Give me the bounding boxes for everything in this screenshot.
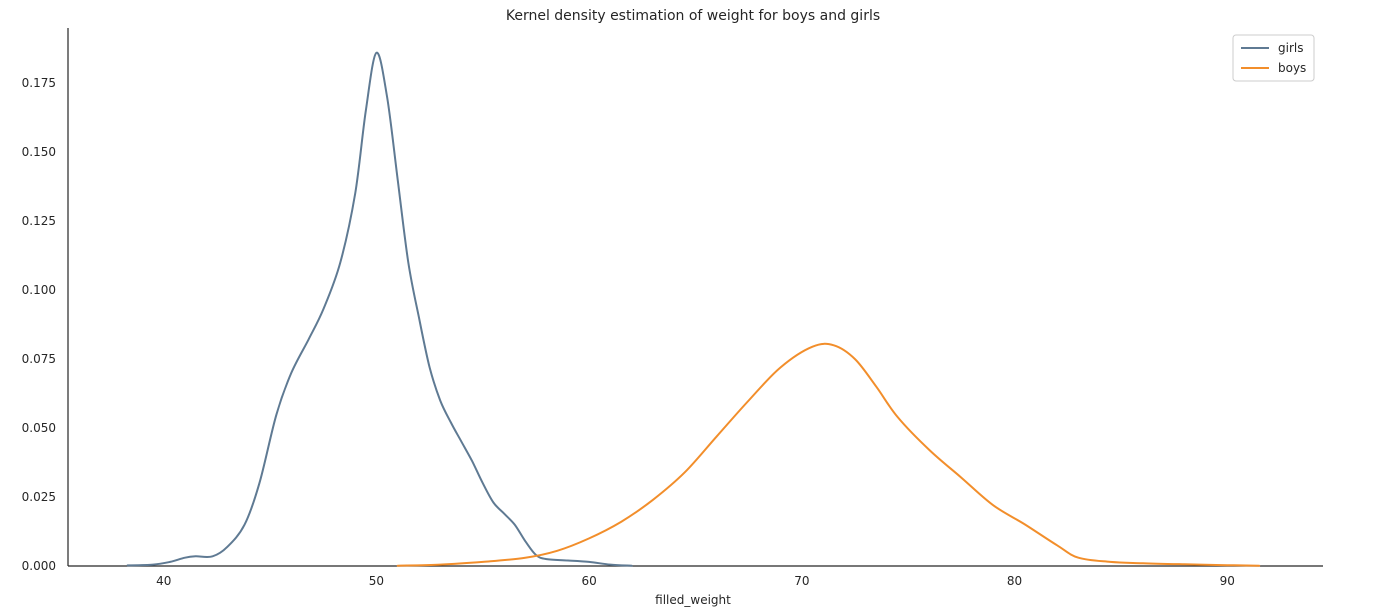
series-lines — [126, 51, 1261, 567]
y-tick-label: 0.075 — [22, 352, 56, 366]
x-tick-label: 80 — [1007, 574, 1022, 588]
x-tick-label: 90 — [1220, 574, 1235, 588]
y-tick-label: 0.150 — [22, 145, 56, 159]
y-tick-label: 0.175 — [22, 76, 56, 90]
y-tick-label: 0.050 — [22, 421, 56, 435]
legend: girls boys — [1232, 34, 1315, 82]
series-line-boys — [396, 342, 1261, 567]
y-tick-label: 0.100 — [22, 283, 56, 297]
x-tick-label: 70 — [794, 574, 809, 588]
y-tick-label: 0.125 — [22, 214, 56, 228]
y-tick-label: 0.025 — [22, 490, 56, 504]
x-tick-label: 50 — [369, 574, 384, 588]
x-axis-label: filled_weight — [655, 593, 731, 607]
y-tick-label: 0.000 — [22, 559, 56, 573]
series-line-girls — [126, 51, 633, 567]
chart-title: Kernel density estimation of weight for … — [506, 8, 880, 24]
x-tick-label: 60 — [582, 574, 597, 588]
legend-label-boys: boys — [1278, 61, 1306, 75]
x-tick-labels: 40 50 60 70 80 90 — [156, 574, 1235, 588]
y-tick-labels: 0.000 0.025 0.050 0.075 0.100 0.125 0.150 0.175 — [22, 76, 56, 573]
legend-box — [1232, 34, 1315, 82]
x-tick-label: 40 — [156, 574, 171, 588]
legend-label-girls: girls — [1278, 41, 1303, 55]
